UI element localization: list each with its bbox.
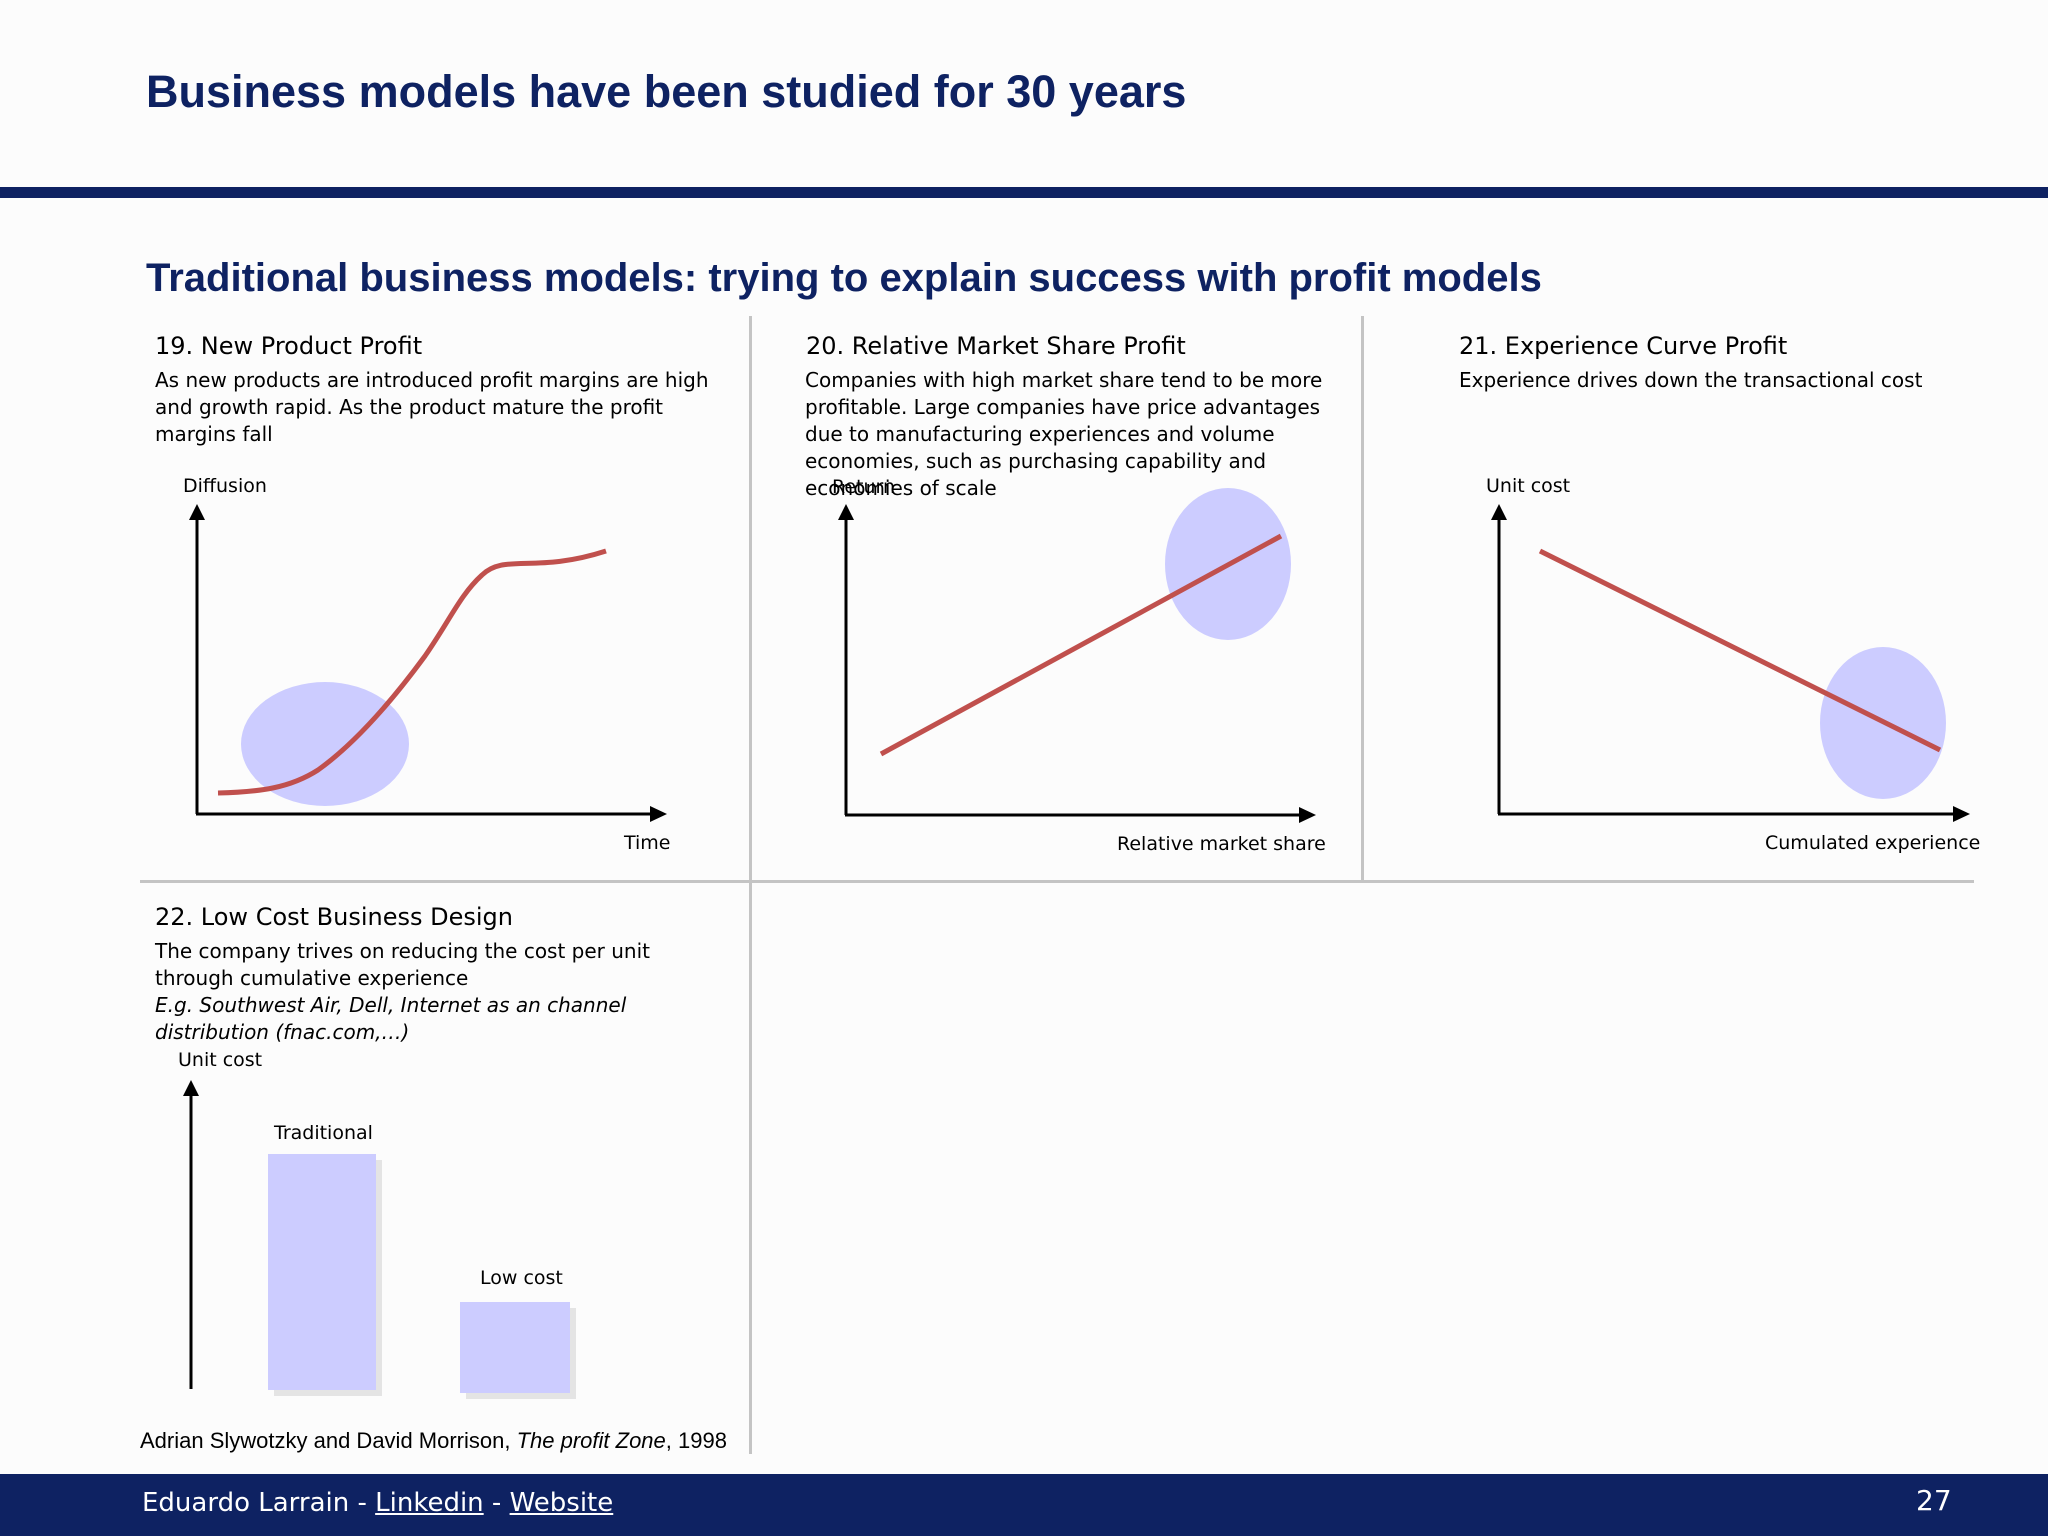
panel-19-y-axis-label: Diffusion — [183, 475, 267, 497]
footer-separator: - — [483, 1488, 510, 1518]
divider-horizontal — [140, 880, 1974, 883]
panel-19-s-curve — [217, 548, 607, 796]
source-authors: Adrian Slywotzky and David Morrison, — [140, 1428, 517, 1453]
divider-vertical-left — [749, 316, 752, 1454]
panel-21-x-axis-arrow — [1953, 806, 1970, 822]
slide-title: Business models have been studied for 30… — [146, 66, 1187, 117]
panel-19-y-axis-arrow — [189, 504, 205, 520]
divider-vertical-right — [1361, 316, 1364, 881]
source-citation: Adrian Slywotzky and David Morrison, The… — [140, 1428, 727, 1454]
footer-credits: Eduardo Larrain - Linkedin - Website — [142, 1488, 613, 1518]
panel-21-title: 21. Experience Curve Profit — [1459, 332, 1788, 360]
footer-author: Eduardo Larrain - — [142, 1488, 376, 1518]
panel-22-y-axis-arrow — [183, 1080, 199, 1096]
panel-19-x-axis-label: Time — [624, 832, 671, 854]
footer-bar — [0, 1474, 2048, 1536]
panel-20-y-axis-arrow — [838, 504, 854, 520]
panel-22-title: 22. Low Cost Business Design — [155, 903, 513, 931]
panel-22-description: The company trives on reducing the cost … — [155, 939, 650, 990]
panel-19-title: 19. New Product Profit — [155, 332, 423, 360]
panel-21-y-axis-label: Unit cost — [1486, 475, 1571, 497]
source-book-title: The profit Zone — [516, 1428, 666, 1453]
panel-21-y-axis-arrow — [1491, 504, 1507, 520]
panel-21-description: Experience drives down the transactional… — [1459, 368, 1923, 392]
panel-20-trend-line — [879, 533, 1283, 757]
slide-subtitle: Traditional business models: trying to e… — [146, 256, 1542, 300]
page-number: 27 — [1916, 1484, 1952, 1517]
panel-22-bar-low-cost — [460, 1302, 570, 1393]
panel-20-description: Companies with high market share tend to… — [805, 368, 1323, 500]
panel-20-x-axis-label: Relative market share — [1117, 833, 1326, 855]
panel-22-y-axis-label: Unit cost — [178, 1049, 263, 1071]
panel-22-bar-label-low-cost: Low cost — [480, 1267, 563, 1289]
header-divider-bar — [0, 187, 2048, 198]
source-year: , 1998 — [665, 1428, 727, 1453]
panel-22-bar-traditional — [268, 1154, 376, 1390]
panel-21-x-axis-label: Cumulated experience — [1765, 832, 1981, 854]
panel-19-highlight-ellipse — [241, 682, 409, 806]
panel-20-title: 20. Relative Market Share Profit — [806, 332, 1186, 360]
panel-19-description: As new products are introduced profit ma… — [155, 368, 709, 446]
linkedin-link[interactable]: Linkedin — [375, 1488, 484, 1518]
panel-21-trend-line — [1538, 548, 1942, 753]
panel-19-x-axis-arrow — [650, 806, 667, 822]
panel-22-bar-label-traditional: Traditional — [274, 1122, 373, 1144]
website-link[interactable]: Website — [509, 1488, 614, 1518]
panel-20-y-axis-label: Return — [832, 476, 896, 498]
panel-20-x-axis-arrow — [1299, 807, 1316, 823]
panel-22-example: E.g. Southwest Air, Dell, Internet as an… — [155, 993, 627, 1044]
